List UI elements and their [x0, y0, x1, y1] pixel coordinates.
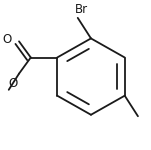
Text: O: O: [2, 33, 12, 46]
Text: O: O: [8, 77, 18, 90]
Text: Br: Br: [75, 3, 88, 16]
